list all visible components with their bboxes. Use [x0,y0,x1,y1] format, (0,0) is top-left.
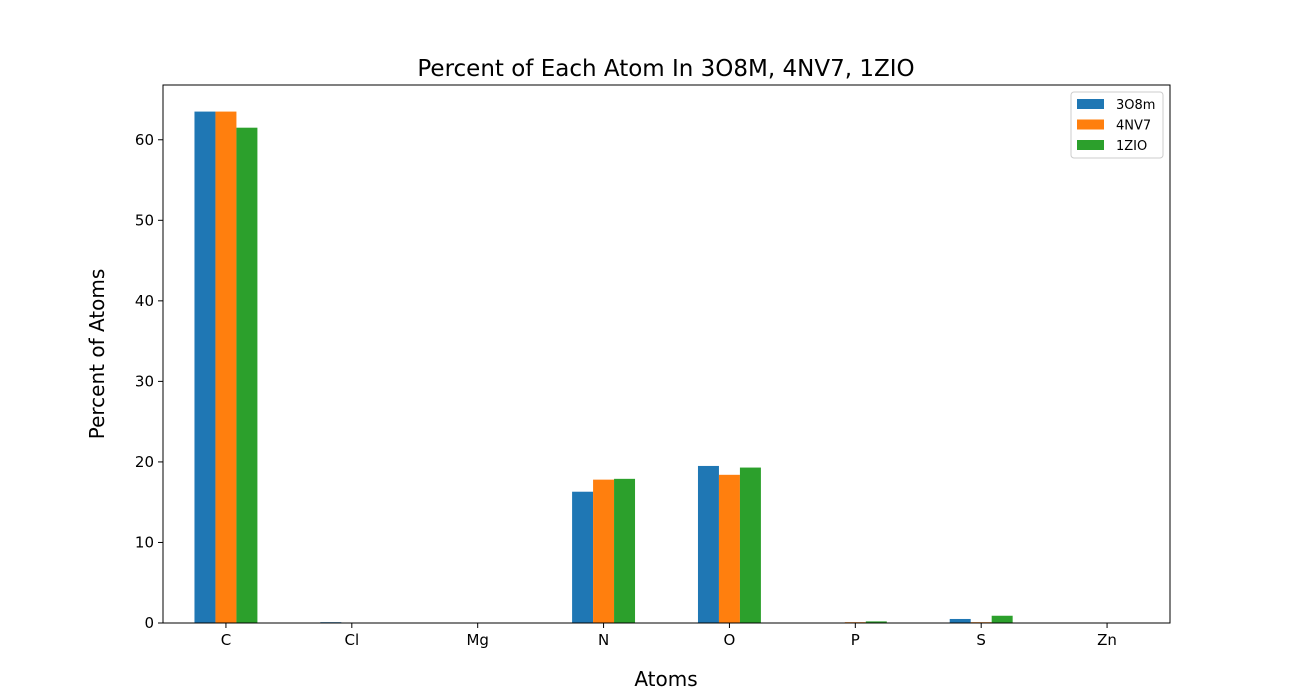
y-tick-label: 20 [135,453,154,471]
y-axis: 0 10 20 30 40 50 60 [135,131,163,632]
bar-3O8m-O [697,465,719,623]
bar-1ZIO-O [739,467,761,623]
x-axis-label: Atoms [634,667,697,691]
chart-title: Percent of Each Atom In 3O8M, 4NV7, 1ZIO [417,56,914,82]
legend-swatch-4NV7 [1077,119,1104,130]
legend-label-1ZIO: 1ZIO [1116,139,1147,154]
bar-3O8m-N [572,491,594,623]
x-tick-label: N [598,631,609,649]
y-tick-label: 40 [135,292,154,310]
bar-1ZIO-P [865,621,887,623]
y-tick-label: 60 [135,131,154,149]
y-tick-label: 10 [135,533,154,551]
bars-group [194,111,1013,623]
x-tick-label: Mg [466,631,488,649]
x-tick-label: C [221,631,231,649]
bar-3O8m-C [194,111,216,623]
x-axis: C Cl Mg N O P S Zn [221,623,1117,649]
bar-4NV7-C [215,111,237,623]
x-tick-label: Cl [344,631,359,649]
x-tick-label: P [851,631,860,649]
x-tick-label: Zn [1097,631,1117,649]
bar-1ZIO-N [614,478,636,623]
bar-3O8m-S [949,618,971,623]
bar-1ZIO-C [236,127,258,623]
x-tick-label: O [724,631,736,649]
y-tick-label: 0 [144,614,154,632]
plot-area: 0 10 20 30 40 50 60 C Cl Mg N O P S Zn [135,84,1171,649]
legend-label-3O8m: 3O8m [1116,98,1155,113]
bar-1ZIO-S [991,615,1013,623]
y-tick-label: 50 [135,211,154,229]
plot-frame [162,84,1171,624]
x-tick-label: S [976,631,986,649]
legend-swatch-3O8m [1077,99,1104,109]
y-tick-label: 30 [135,372,154,390]
legend-label-4NV7: 4NV7 [1116,119,1151,134]
legend-swatch-1ZIO [1077,140,1104,150]
bar-4NV7-N [593,479,615,623]
y-axis-label: Percent of Atoms [85,269,109,440]
legend: 3O8m 4NV7 1ZIO [1070,91,1164,159]
bar-4NV7-O [718,474,740,623]
